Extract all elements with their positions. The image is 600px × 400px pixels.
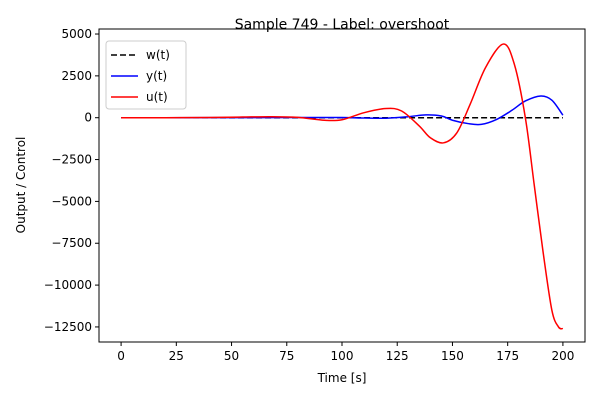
x-tick-label: 50 bbox=[224, 349, 239, 363]
y-tick-label: −5000 bbox=[51, 194, 92, 208]
y-tick-label: −2500 bbox=[51, 153, 92, 167]
chart-title: Sample 749 - Label: overshoot bbox=[235, 17, 450, 33]
x-tick-label: 200 bbox=[551, 349, 574, 363]
x-tick-label: 175 bbox=[496, 349, 519, 363]
series-line-u-t bbox=[121, 43, 564, 330]
x-tick-label: 0 bbox=[117, 349, 125, 363]
legend-label: w(t) bbox=[146, 48, 170, 62]
y-tick-label: 2500 bbox=[61, 69, 92, 83]
y-axis-ticks: 5000 2500 0 −2500 −5000 −7500 −10000 −12500 bbox=[44, 27, 99, 334]
series-layer bbox=[121, 43, 564, 330]
y-axis-label: Output / Control bbox=[14, 137, 28, 234]
series-line-y-t bbox=[121, 95, 564, 126]
x-tick-label: 100 bbox=[331, 349, 354, 363]
x-tick-label: 150 bbox=[441, 349, 464, 363]
x-tick-label: 125 bbox=[386, 349, 409, 363]
legend-entry-y-t: y(t) bbox=[111, 69, 167, 83]
y-tick-label: 5000 bbox=[61, 27, 92, 41]
legend-label: y(t) bbox=[146, 69, 167, 83]
x-axis-label: Time [s] bbox=[317, 371, 367, 385]
y-tick-label: 0 bbox=[84, 111, 92, 125]
y-tick-label: −7500 bbox=[51, 236, 92, 250]
legend: w(t) y(t) u(t) bbox=[105, 40, 187, 110]
legend-label: u(t) bbox=[146, 90, 168, 104]
legend-entry-u-t: u(t) bbox=[111, 90, 168, 104]
x-tick-label: 25 bbox=[169, 349, 184, 363]
y-tick-label: −10000 bbox=[44, 278, 92, 292]
x-axis-ticks: 0 25 50 75 100 125 150 175 200 bbox=[117, 342, 574, 363]
y-tick-label: −12500 bbox=[44, 320, 92, 334]
legend-box bbox=[105, 40, 187, 110]
x-tick-label: 75 bbox=[279, 349, 294, 363]
legend-entry-w-t: w(t) bbox=[111, 48, 170, 62]
